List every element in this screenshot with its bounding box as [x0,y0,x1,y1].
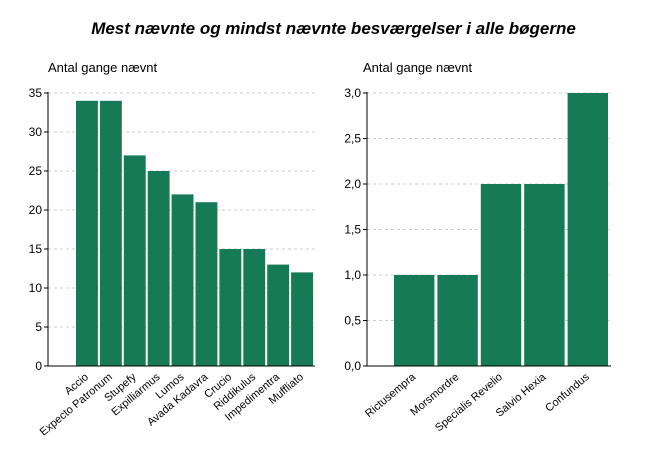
y-tick-label: 10 [29,281,43,295]
bar-impedimentra [267,264,290,366]
y-tick-label: 25 [29,164,43,178]
bar-muffliato [291,272,313,366]
chart-title: Mest nævnte og mindst nævnte besværgelse… [91,19,576,38]
y-tick-label: 0 [35,359,42,373]
y-tick-label: 35 [29,86,43,100]
bar-salvio-hexia [524,184,565,366]
y-tick-label: 15 [29,242,43,256]
bar-confundus [567,93,608,366]
y-tick-label: 20 [29,203,43,217]
bar-accio [76,100,98,367]
bar-expecto-patronum [99,100,122,367]
bar-expilliarmus [147,171,170,366]
bar-crucio [219,249,242,366]
bar-lumos [171,194,194,366]
x-tick-label: Confundus [543,371,592,415]
bar-avada-kadavra [195,202,218,366]
bar-specialis-revelio [480,184,522,366]
left-y-axis-label: Antal gange nævnt [48,60,158,75]
right-y-axis-label: Antal gange nævnt [363,60,473,75]
y-tick-label: 0,0 [344,359,361,373]
bar-morsmordre [437,275,478,366]
y-tick-label: 0,5 [344,314,361,328]
y-tick-label: 1,0 [344,268,361,282]
y-tick-label: 2,0 [344,177,361,191]
y-tick-label: 3,0 [344,86,361,100]
bar-stupefy [123,155,146,366]
y-tick-label: 2,5 [344,132,361,146]
y-tick-label: 30 [29,125,43,139]
bar-riddikulus [243,249,266,366]
y-tick-label: 5 [35,320,42,334]
bar-rictusempra [394,275,435,366]
y-tick-label: 1,5 [344,223,361,237]
